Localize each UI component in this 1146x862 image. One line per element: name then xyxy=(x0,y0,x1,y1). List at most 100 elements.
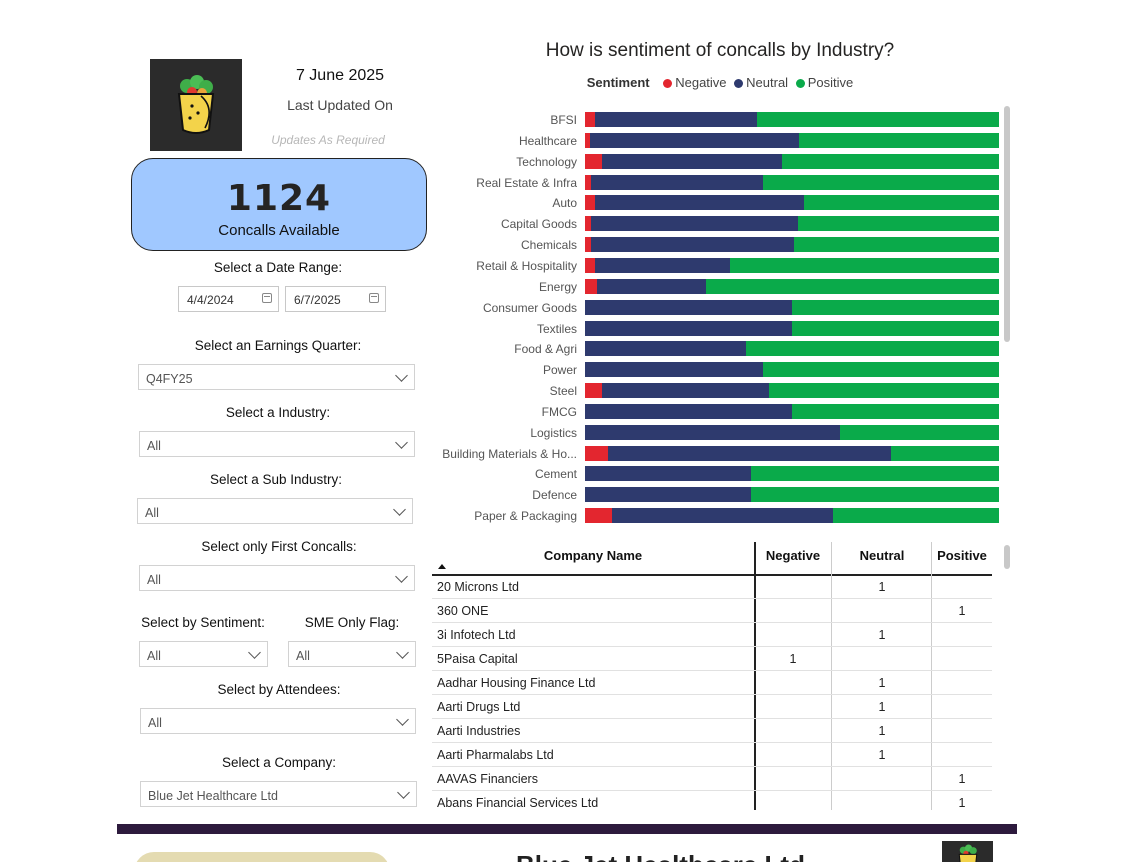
bar-neutral[interactable] xyxy=(595,195,805,211)
calendar-icon[interactable] xyxy=(262,293,272,303)
chevron-down-icon[interactable] xyxy=(395,570,408,583)
table-scrollbar[interactable] xyxy=(1004,545,1010,569)
bar-negative[interactable] xyxy=(585,508,612,524)
calendar-icon[interactable] xyxy=(369,293,379,303)
updates-note: Updates As Required xyxy=(271,133,385,147)
bar-negative[interactable] xyxy=(585,195,596,211)
bar-neutral[interactable] xyxy=(607,445,892,461)
earnings-quarter-value: Q4FY25 xyxy=(146,372,193,386)
first-concalls-title: Select only First Concalls: xyxy=(201,539,357,554)
sentiment-dropdown[interactable]: All xyxy=(139,641,268,667)
bar-positive[interactable] xyxy=(763,174,999,190)
bar-negative[interactable] xyxy=(585,445,608,461)
bar-negative[interactable] xyxy=(585,174,592,190)
sme-flag-dropdown[interactable]: All xyxy=(288,641,416,667)
company-section-title: Blue Jet Healthcare Ltd xyxy=(516,850,805,862)
bar-neutral[interactable] xyxy=(585,320,792,336)
bar-positive[interactable] xyxy=(792,320,999,336)
bar-positive[interactable] xyxy=(706,278,999,294)
chevron-down-icon[interactable] xyxy=(396,713,409,726)
legend-positive-label[interactable]: Positive xyxy=(807,75,854,90)
bar-neutral[interactable] xyxy=(601,383,770,399)
bar-positive[interactable] xyxy=(798,216,999,232)
column-header-neutral[interactable]: Neutral xyxy=(859,548,905,563)
table-row[interactable]: AAVAS Financiers 1 xyxy=(432,767,992,791)
legend-neutral-label[interactable]: Neutral xyxy=(746,75,789,90)
bar-neutral[interactable] xyxy=(585,487,751,503)
column-header-negative[interactable]: Negative xyxy=(765,548,821,563)
legend-negative-label[interactable]: Negative xyxy=(675,75,727,90)
bar-negative[interactable] xyxy=(585,383,602,399)
bar-neutral[interactable] xyxy=(585,466,751,482)
table-row[interactable]: Abans Financial Services Ltd 1 xyxy=(432,791,992,810)
bar-neutral[interactable] xyxy=(595,112,757,127)
bar-neutral[interactable] xyxy=(585,341,747,357)
column-header-company[interactable]: Company Name xyxy=(543,548,643,563)
earnings-quarter-dropdown[interactable]: Q4FY25 xyxy=(138,364,415,390)
chart-scrollbar[interactable] xyxy=(1004,106,1010,342)
bar-positive[interactable] xyxy=(750,487,999,503)
bar-positive[interactable] xyxy=(781,153,999,169)
bar-positive[interactable] xyxy=(792,299,999,315)
table-row[interactable]: 5Paisa Capital 1 xyxy=(432,647,992,671)
chevron-down-icon[interactable] xyxy=(396,646,409,659)
bar-neutral[interactable] xyxy=(596,278,707,294)
column-header-positive[interactable]: Positive xyxy=(937,548,987,563)
industry-sentiment-chart[interactable]: BFSI Healthcare Technology Real Estate & In… xyxy=(432,108,1007,528)
bar-neutral[interactable] xyxy=(601,153,782,169)
bar-neutral[interactable] xyxy=(589,132,800,148)
table-row[interactable]: 20 Microns Ltd 1 xyxy=(432,575,992,599)
bar-negative[interactable] xyxy=(585,257,596,273)
bar-positive[interactable] xyxy=(769,383,999,399)
company-dropdown[interactable]: Blue Jet Healthcare Ltd xyxy=(140,781,417,807)
bar-neutral[interactable] xyxy=(585,424,840,440)
bar-neutral[interactable] xyxy=(585,362,764,378)
bar-negative[interactable] xyxy=(585,237,592,253)
bar-neutral[interactable] xyxy=(585,403,792,419)
chevron-down-icon[interactable] xyxy=(397,786,410,799)
chevron-down-icon[interactable] xyxy=(395,369,408,382)
bar-positive[interactable] xyxy=(839,424,999,440)
chevron-down-icon[interactable] xyxy=(393,503,406,516)
bar-neutral[interactable] xyxy=(611,508,834,524)
table-row[interactable]: 3i Infotech Ltd 1 xyxy=(432,623,992,647)
bar-neutral[interactable] xyxy=(585,299,792,315)
table-row[interactable]: 360 ONE 1 xyxy=(432,599,992,623)
bar-negative[interactable] xyxy=(585,132,590,148)
table-row[interactable]: Aarti Pharmalabs Ltd 1 xyxy=(432,743,992,767)
bar-positive[interactable] xyxy=(891,445,999,461)
sme-flag-title: SME Only Flag: xyxy=(304,615,400,630)
first-concalls-dropdown[interactable]: All xyxy=(139,565,415,591)
bar-neutral[interactable] xyxy=(595,257,730,273)
end-date-input[interactable]: 6/7/2025 xyxy=(285,286,386,312)
bar-positive[interactable] xyxy=(799,132,999,148)
sub-industry-dropdown[interactable]: All xyxy=(137,498,413,524)
bar-positive[interactable] xyxy=(804,195,999,211)
start-date-input[interactable]: 4/4/2024 xyxy=(178,286,279,312)
chevron-down-icon[interactable] xyxy=(395,436,408,449)
sort-ascending-icon[interactable] xyxy=(438,564,446,569)
bar-positive[interactable] xyxy=(750,466,999,482)
bar-positive[interactable] xyxy=(833,508,999,524)
bar-neutral[interactable] xyxy=(591,237,795,253)
table-row[interactable]: Aadhar Housing Finance Ltd 1 xyxy=(432,671,992,695)
bar-positive[interactable] xyxy=(756,112,999,127)
bar-neutral[interactable] xyxy=(591,216,799,232)
chevron-down-icon[interactable] xyxy=(248,646,261,659)
bar-negative[interactable] xyxy=(585,153,602,169)
bar-negative[interactable] xyxy=(585,278,597,294)
bar-positive[interactable] xyxy=(729,257,999,273)
industry-dropdown[interactable]: All xyxy=(139,431,415,457)
bar-positive[interactable] xyxy=(794,237,999,253)
attendees-dropdown[interactable]: All xyxy=(140,708,416,734)
table-row[interactable]: Aarti Drugs Ltd 1 xyxy=(432,695,992,719)
neutral-count-cell: 1 xyxy=(878,580,886,594)
chart-title: How is sentiment of concalls by Industry… xyxy=(545,40,895,61)
bar-positive[interactable] xyxy=(792,403,999,419)
table-row[interactable]: Aarti Industries 1 xyxy=(432,719,992,743)
bar-negative[interactable] xyxy=(585,216,592,232)
bar-neutral[interactable] xyxy=(591,174,763,190)
bar-negative[interactable] xyxy=(585,112,596,127)
bar-positive[interactable] xyxy=(746,341,999,357)
bar-positive[interactable] xyxy=(763,362,999,378)
